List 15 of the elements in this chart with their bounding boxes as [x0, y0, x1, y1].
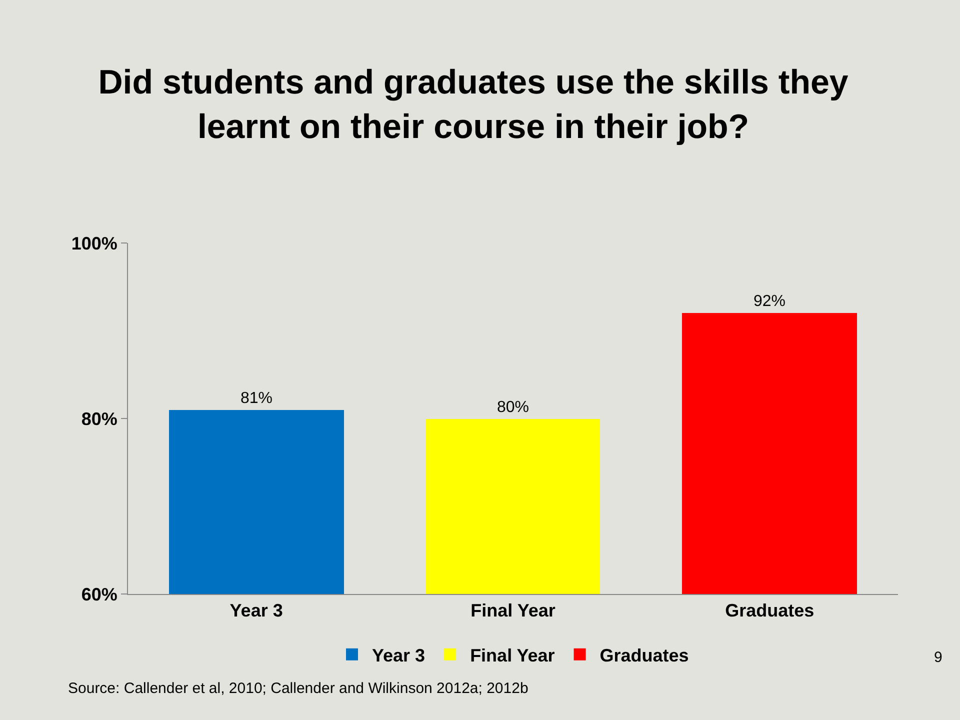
y-tick-label: 60% — [81, 584, 118, 604]
source-note: Source: Callender et al, 2010; Callender and Wilkinson 2012a; 2012b — [68, 680, 528, 697]
legend-label: Final Year — [470, 645, 555, 666]
data-label: 81% — [240, 390, 273, 407]
x-tick-label: Year 3 — [230, 600, 283, 621]
text: 9 — [934, 649, 942, 666]
chart-title: Did students and graduates use the skills they learnt on their course in their job? — [98, 64, 848, 146]
x-tick-label: Graduates — [725, 600, 814, 621]
x-tick-label: Final Year — [470, 600, 556, 621]
legend-label: Graduates — [600, 645, 689, 666]
y-tick-label: 80% — [81, 408, 118, 429]
data-label: 92% — [753, 293, 786, 310]
data-label: 80% — [496, 399, 530, 416]
legend-label: Year 3 — [372, 645, 426, 666]
y-tick-label: 100% — [71, 233, 118, 254]
